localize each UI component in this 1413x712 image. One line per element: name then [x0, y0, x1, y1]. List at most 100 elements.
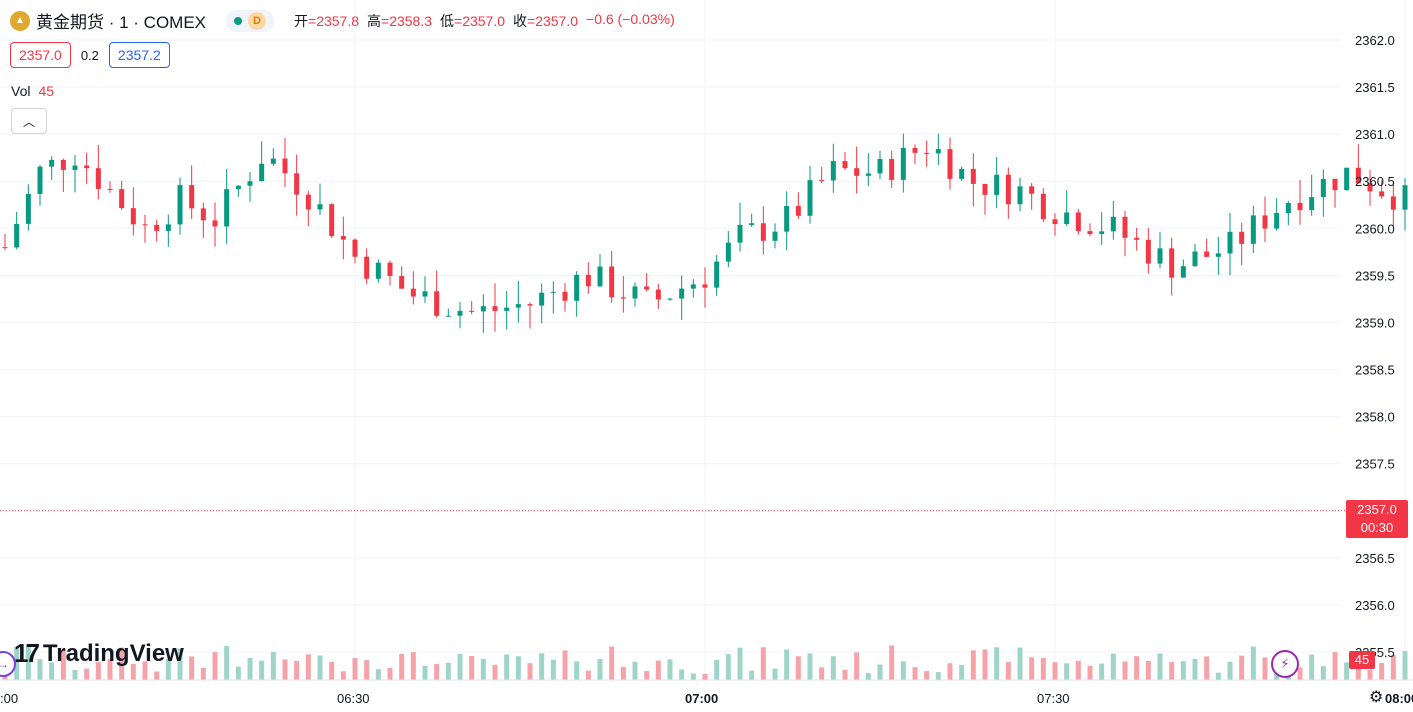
- change-value: −0.6 (−0.03%): [586, 10, 675, 27]
- price-tick-label: 2361.0: [1355, 127, 1395, 142]
- candle-body: [305, 194, 311, 210]
- volume-bar: [655, 660, 661, 680]
- candle-body: [130, 208, 136, 225]
- volume-legend: Vol 45: [11, 83, 54, 99]
- candle-body: [702, 284, 708, 288]
- candle-body: [457, 310, 463, 316]
- volume-bar: [224, 646, 230, 680]
- candle-body: [865, 173, 871, 176]
- tradingview-logo[interactable]: 17 TradingView: [14, 638, 184, 669]
- volume-bar: [107, 658, 113, 680]
- volume-bar: [165, 659, 171, 680]
- candle-body: [294, 173, 300, 195]
- candle-body: [375, 262, 381, 279]
- candle-body: [655, 289, 661, 300]
- volume-bar: [247, 657, 253, 680]
- candle-body: [632, 286, 638, 299]
- volume-bar: [1390, 655, 1396, 680]
- price-tick-label: 2356.0: [1355, 598, 1395, 613]
- volume-bar: [480, 658, 486, 680]
- symbol-title[interactable]: 黄金期货 · 1 · COMEX: [36, 13, 207, 32]
- volume-bar: [760, 647, 766, 680]
- volume-bar: [877, 664, 883, 680]
- volume-bar: [434, 664, 440, 680]
- scroll-arrow-icon[interactable]: →: [0, 651, 16, 677]
- price-tick-label: 2359.5: [1355, 268, 1395, 283]
- price-tick-label: 2360.0: [1355, 221, 1395, 236]
- candle-body: [1285, 202, 1291, 214]
- time-tick-label: 07:00: [685, 691, 718, 706]
- candle-body: [749, 223, 755, 225]
- volume-bar: [539, 653, 545, 680]
- candle-body: [1169, 248, 1175, 278]
- volume-bar: [1157, 653, 1163, 680]
- sell-price-button[interactable]: 2357.0: [10, 42, 71, 68]
- candle-body: [492, 306, 498, 311]
- volume-bar: [387, 667, 393, 680]
- time-tick-label: 07:30: [1037, 691, 1070, 706]
- volume-bar: [282, 659, 288, 680]
- candle-body: [1309, 197, 1315, 211]
- lightning-icon[interactable]: ⚡: [1271, 650, 1299, 678]
- candle-body: [1262, 215, 1268, 229]
- volume-bar: [305, 654, 311, 680]
- buy-price-button[interactable]: 2357.2: [108, 42, 170, 68]
- candle-body: [37, 166, 43, 194]
- volume-bar: [714, 659, 720, 680]
- volume-bar: [445, 662, 451, 680]
- volume-bar: [620, 666, 626, 680]
- candle-body: [667, 298, 673, 300]
- volume-bar: [1204, 656, 1210, 680]
- volume-bar: [410, 652, 416, 680]
- volume-bar: [819, 667, 825, 680]
- candle-body: [72, 165, 78, 170]
- volume-bar: [784, 649, 790, 680]
- volume-bar: [585, 670, 591, 680]
- candle-body: [1274, 213, 1280, 229]
- candle-body: [1005, 174, 1011, 205]
- volume-bar: [399, 653, 405, 680]
- candle-body: [1215, 253, 1221, 257]
- candle-body: [1390, 196, 1396, 210]
- candle-body: [317, 204, 323, 210]
- volume-bar: [37, 659, 43, 680]
- collapse-legend-button[interactable]: ︿: [11, 108, 47, 134]
- candle-body: [1064, 212, 1070, 225]
- candle-body: [795, 205, 801, 216]
- ohlc-values: 开=2357.8 高=2358.3 低=2357.0 收=2357.0 −0.6…: [294, 10, 675, 29]
- volume-bar: [597, 659, 603, 680]
- candle-body: [1145, 239, 1151, 264]
- chevron-up-icon: ︿: [22, 114, 35, 129]
- volume-bar: [200, 667, 206, 680]
- volume-bar: [982, 649, 988, 680]
- candle-body: [1344, 167, 1350, 191]
- candle-body: [1379, 191, 1385, 197]
- volume-bar: [154, 671, 160, 680]
- candle-body: [504, 307, 510, 311]
- candle-body: [679, 288, 685, 299]
- volume-bar: [912, 667, 918, 680]
- volume-bar: [212, 652, 218, 680]
- candle-body: [807, 180, 813, 216]
- candle-body: [574, 274, 580, 301]
- volume-bar: [574, 661, 580, 680]
- candle-body: [1110, 216, 1116, 232]
- volume-bar: [1320, 666, 1326, 680]
- candle-body: [247, 181, 253, 186]
- volume-bar: [1402, 650, 1408, 680]
- candles: [2, 133, 1408, 333]
- volume-bar: [457, 654, 463, 680]
- candle-body: [889, 159, 895, 180]
- volume-bar: [830, 656, 836, 680]
- volume-bar: [469, 655, 475, 680]
- market-status-badge[interactable]: D: [226, 9, 275, 32]
- volume-bar: [189, 656, 195, 680]
- time-tick-label: :00: [0, 691, 18, 706]
- candle-body: [352, 239, 358, 257]
- settings-gear-icon[interactable]: ⚙: [1369, 689, 1384, 706]
- volume-bar: [1122, 661, 1128, 680]
- price-tick-label: 2362.0: [1355, 33, 1395, 48]
- candle-body: [1367, 183, 1373, 192]
- volume-bar: [1250, 646, 1256, 680]
